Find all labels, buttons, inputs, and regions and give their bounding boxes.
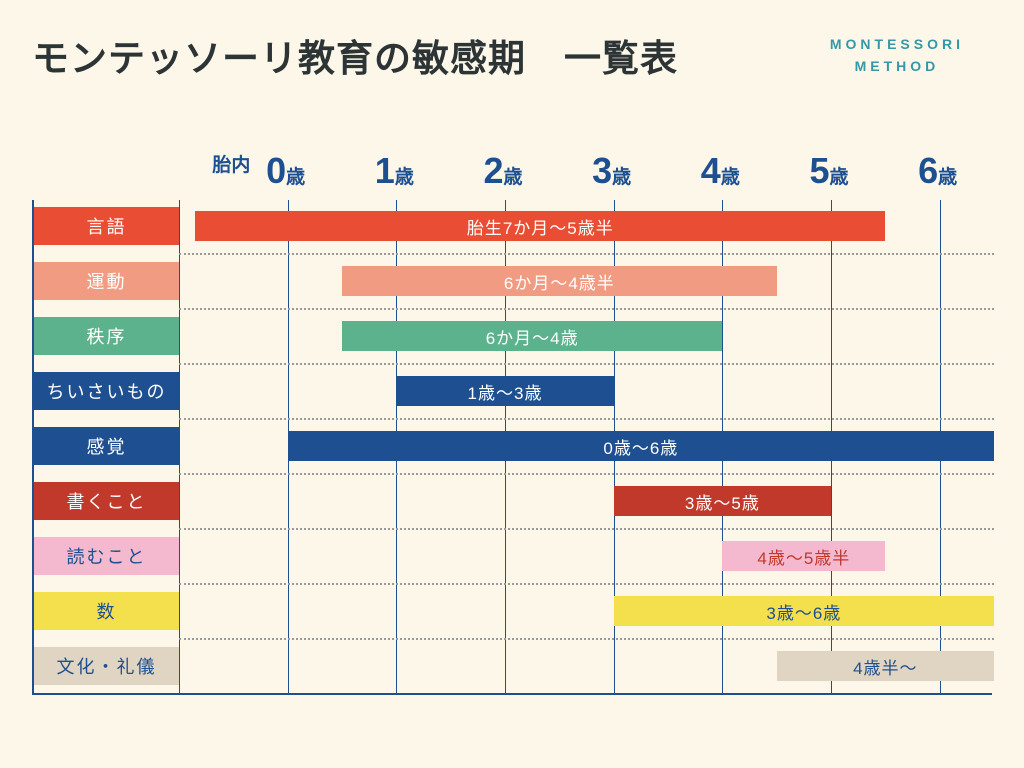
gantt-chart: 胎内0歳1歳2歳3歳4歳5歳6歳 言語胎生7か月～5歳半運動6か月～4歳半秩序6… [32, 140, 996, 700]
age-label: 2歳 [483, 150, 522, 192]
period-bar: 6か月～4歳 [342, 321, 722, 351]
age-label: 6歳 [918, 150, 957, 192]
period-bar: 3歳～5歳 [614, 486, 831, 516]
row-label: ちいさいもの [34, 372, 179, 410]
period-bar: 0歳～6歳 [288, 431, 994, 461]
chart-row: 書くこと 3歳～5歳 [34, 475, 994, 530]
chart-row: 感覚 0歳～6歳 [34, 420, 994, 475]
period-bar: 1歳～3歳 [396, 376, 613, 406]
chart-row: 読むこと 4歳～5歳半 [34, 530, 994, 585]
row-label: 書くこと [34, 482, 179, 520]
chart-row: 文化・礼儀 4歳半～ [34, 640, 994, 695]
row-label: 文化・礼儀 [34, 647, 179, 685]
period-bar: 6か月～4歳半 [342, 266, 777, 296]
chart-row: 数 3歳～6歳 [34, 585, 994, 640]
chart-grid: 言語胎生7か月～5歳半運動6か月～4歳半秩序6か月～4歳ちいさいもの1歳～3歳感… [32, 200, 992, 695]
age-label: 0歳 [266, 150, 305, 192]
row-label: 秩序 [34, 317, 179, 355]
age-label: 1歳 [375, 150, 414, 192]
row-label: 読むこと [34, 537, 179, 575]
period-bar: 胎生7か月～5歳半 [195, 211, 885, 241]
age-axis: 胎内 0歳 1歳 2歳 3歳 4歳 5歳 6歳 [32, 140, 996, 200]
chart-row: 言語胎生7か月～5歳半 [34, 200, 994, 255]
subtitle-line-2: METHOD [855, 58, 940, 74]
age-label: 胎内 [212, 150, 250, 177]
age-label: 4歳 [701, 150, 740, 192]
subtitle-line-1: MONTESSORI [830, 36, 964, 52]
row-label: 数 [34, 592, 179, 630]
age-label: 5歳 [809, 150, 848, 192]
page-subtitle: MONTESSORI METHOD [830, 33, 964, 78]
chart-row: 秩序 6か月～4歳 [34, 310, 994, 365]
period-bar: 4歳～5歳半 [722, 541, 885, 571]
age-label: 3歳 [592, 150, 631, 192]
page-title: モンテッソーリ教育の敏感期 一覧表 [32, 28, 678, 82]
period-bar: 3歳～6歳 [614, 596, 994, 626]
chart-row: ちいさいもの 1歳～3歳 [34, 365, 994, 420]
row-label: 言語 [34, 207, 179, 245]
chart-row: 運動 6か月～4歳半 [34, 255, 994, 310]
header: モンテッソーリ教育の敏感期 一覧表 MONTESSORI METHOD [0, 0, 1024, 92]
period-bar: 4歳半～ [777, 651, 994, 681]
row-label: 運動 [34, 262, 179, 300]
row-label: 感覚 [34, 427, 179, 465]
